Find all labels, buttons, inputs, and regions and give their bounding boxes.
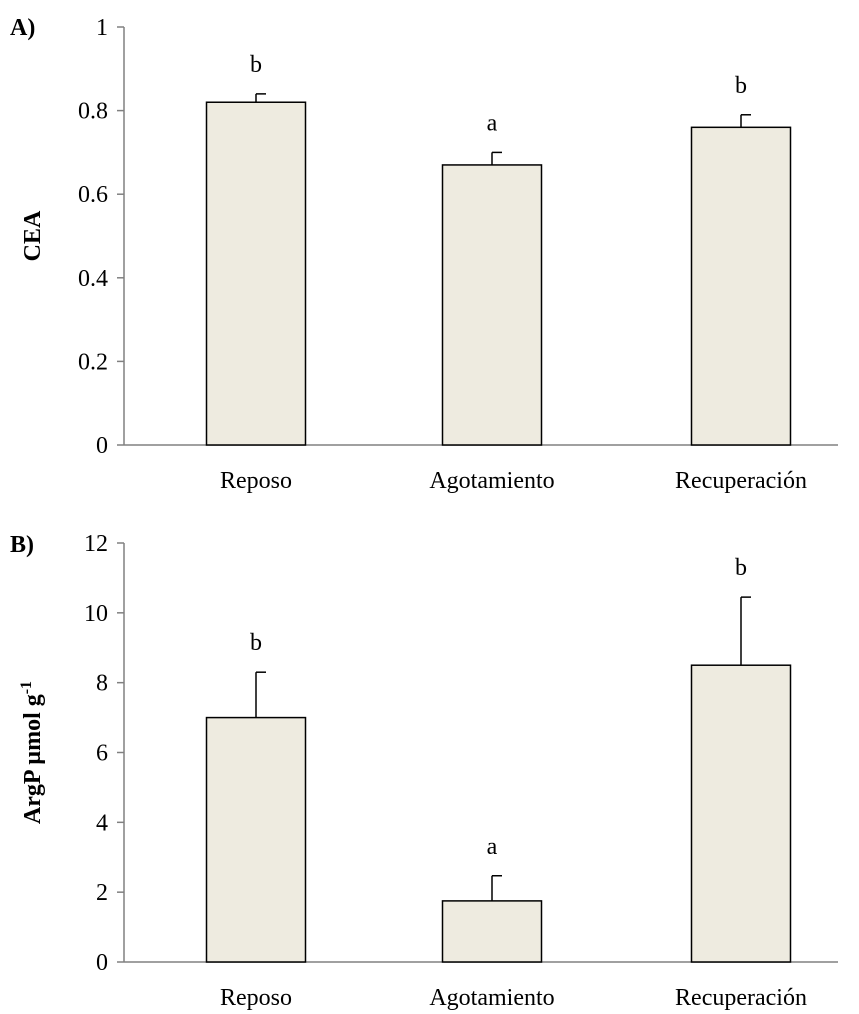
x-tick-label: Recuperación — [675, 985, 807, 1011]
y-tick-label: 10 — [84, 601, 108, 627]
x-tick-label: Agotamiento — [429, 468, 554, 494]
bar — [690, 126, 792, 446]
panel-b: B) 0 2 4 6 8 10 12 ArgP µmol g-1 b Reposo a Agotamie… — [10, 531, 838, 1011]
significance-label: b — [735, 555, 747, 581]
y-axis-title-superscript: -1 — [18, 681, 35, 694]
bar — [205, 101, 307, 446]
y-tick-label: 12 — [84, 531, 108, 557]
y-axis-title: CEA — [20, 210, 46, 261]
x-tick-label: Reposo — [220, 985, 292, 1011]
bar — [441, 164, 543, 446]
y-axis-title-text: CEA — [20, 210, 46, 261]
y-tick-label: 1 — [96, 15, 108, 41]
y-tick-label: 4 — [96, 810, 108, 836]
panel-label: A) — [10, 15, 35, 41]
bar — [441, 900, 543, 963]
significance-label: a — [487, 834, 498, 860]
significance-label: b — [735, 73, 747, 99]
bar — [205, 716, 307, 963]
y-tick-label: 0.2 — [78, 349, 108, 375]
x-tick-label: Agotamiento — [429, 985, 554, 1011]
significance-label: a — [487, 110, 498, 136]
significance-label: b — [250, 630, 262, 656]
y-tick-label: 0.6 — [78, 182, 108, 208]
significance-label: b — [250, 52, 262, 78]
y-tick-label: 0.8 — [78, 99, 108, 125]
y-axis-title: ArgP µmol g-1 — [18, 681, 46, 824]
y-tick-label: 2 — [96, 880, 108, 906]
y-tick-label: 0.4 — [78, 266, 108, 292]
y-axis-title-text: ArgP µmol g — [20, 694, 46, 824]
y-tick-label: 8 — [96, 671, 108, 697]
x-tick-label: Reposo — [220, 468, 292, 494]
panel-label: B) — [10, 532, 34, 558]
x-tick-label: Recuperación — [675, 468, 807, 494]
y-tick-label: 0 — [96, 433, 108, 459]
panel-a: A) 0 0.2 0.4 0.6 0.8 1 CEA b Reposo a Agotamiento b R… — [10, 15, 838, 494]
bar — [690, 664, 792, 963]
y-tick-label: 6 — [96, 741, 108, 767]
y-tick-label: 0 — [96, 950, 108, 976]
